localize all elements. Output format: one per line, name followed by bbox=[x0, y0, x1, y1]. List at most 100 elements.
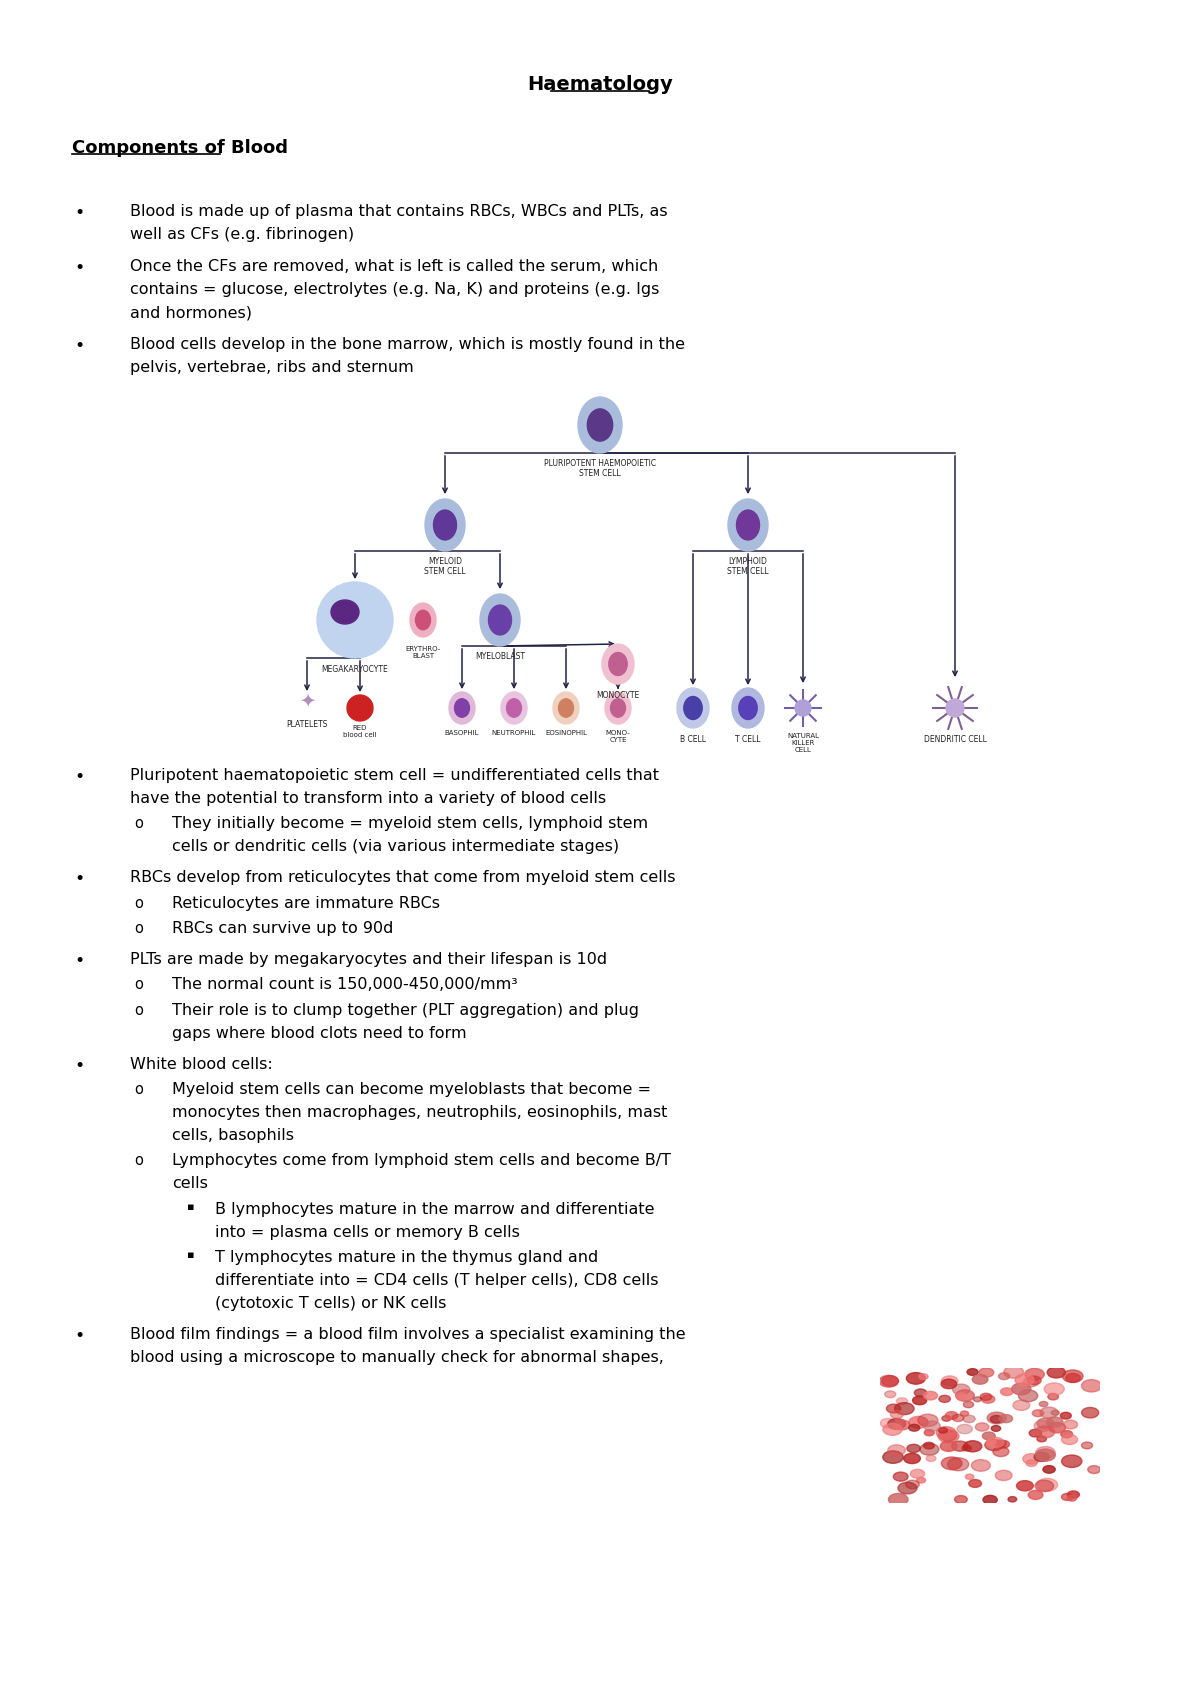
Ellipse shape bbox=[677, 688, 709, 728]
Circle shape bbox=[960, 1411, 968, 1416]
Circle shape bbox=[880, 1418, 895, 1428]
Text: Lymphocytes come from lymphoid stem cells and become B/T: Lymphocytes come from lymphoid stem cell… bbox=[172, 1153, 671, 1168]
Text: B lymphocytes mature in the marrow and differentiate: B lymphocytes mature in the marrow and d… bbox=[215, 1202, 654, 1216]
Text: ▪: ▪ bbox=[187, 1250, 194, 1260]
Circle shape bbox=[990, 1416, 1002, 1423]
Text: EOSINOPHIL: EOSINOPHIL bbox=[545, 730, 587, 735]
Circle shape bbox=[882, 1375, 899, 1386]
Text: •: • bbox=[74, 1326, 84, 1345]
Circle shape bbox=[968, 1479, 982, 1487]
Text: blood using a microscope to manually check for abnormal shapes,: blood using a microscope to manually che… bbox=[130, 1350, 664, 1365]
Circle shape bbox=[948, 1459, 968, 1470]
Ellipse shape bbox=[611, 700, 625, 717]
Circle shape bbox=[942, 1416, 952, 1421]
Circle shape bbox=[938, 1428, 948, 1433]
Circle shape bbox=[1039, 1401, 1048, 1406]
Text: monocytes then macrophages, neutrophils, eosinophils, mast: monocytes then macrophages, neutrophils,… bbox=[172, 1105, 667, 1121]
Circle shape bbox=[973, 1397, 982, 1403]
Circle shape bbox=[940, 1442, 958, 1452]
Circle shape bbox=[1032, 1409, 1044, 1416]
Circle shape bbox=[347, 694, 373, 722]
Circle shape bbox=[898, 1482, 917, 1494]
Circle shape bbox=[906, 1481, 919, 1489]
Circle shape bbox=[995, 1440, 1007, 1447]
Circle shape bbox=[896, 1397, 907, 1404]
Circle shape bbox=[908, 1416, 928, 1428]
Circle shape bbox=[1008, 1496, 1016, 1503]
Circle shape bbox=[936, 1426, 956, 1438]
Ellipse shape bbox=[480, 594, 520, 645]
Circle shape bbox=[912, 1396, 926, 1404]
Circle shape bbox=[888, 1494, 908, 1506]
Ellipse shape bbox=[608, 652, 628, 676]
Text: Myeloid stem cells can become myeloblasts that become =: Myeloid stem cells can become myeloblast… bbox=[172, 1082, 650, 1097]
Circle shape bbox=[998, 1372, 1009, 1379]
Circle shape bbox=[317, 582, 394, 659]
Text: MYELOBLAST: MYELOBLAST bbox=[475, 652, 526, 661]
Text: •: • bbox=[74, 767, 84, 786]
Text: pelvis, vertebrae, ribs and sternum: pelvis, vertebrae, ribs and sternum bbox=[130, 360, 414, 375]
Circle shape bbox=[919, 1443, 938, 1455]
Text: NEUTROPHIL: NEUTROPHIL bbox=[492, 730, 536, 735]
Circle shape bbox=[1046, 1416, 1063, 1426]
Text: ERYTHRO-
BLAST: ERYTHRO- BLAST bbox=[406, 645, 440, 659]
Ellipse shape bbox=[410, 603, 436, 637]
Circle shape bbox=[988, 1413, 1007, 1425]
Circle shape bbox=[992, 1447, 1009, 1457]
Text: PLURIPOTENT HAEMOPOIETIC
STEM CELL: PLURIPOTENT HAEMOPOIETIC STEM CELL bbox=[544, 458, 656, 479]
Circle shape bbox=[938, 1396, 950, 1403]
Text: well as CFs (e.g. fibrinogen): well as CFs (e.g. fibrinogen) bbox=[130, 228, 354, 241]
Circle shape bbox=[883, 1423, 902, 1435]
Text: (cytotoxic T cells) or NK cells: (cytotoxic T cells) or NK cells bbox=[215, 1296, 446, 1311]
Circle shape bbox=[888, 1445, 905, 1455]
Circle shape bbox=[894, 1403, 914, 1414]
Text: NATURAL
KILLER
CELL: NATURAL KILLER CELL bbox=[787, 734, 818, 752]
Circle shape bbox=[982, 1396, 995, 1403]
Circle shape bbox=[962, 1445, 971, 1450]
Text: Reticulocytes are immature RBCs: Reticulocytes are immature RBCs bbox=[172, 895, 440, 910]
Circle shape bbox=[979, 1369, 994, 1377]
Circle shape bbox=[983, 1431, 995, 1440]
Text: B CELL: B CELL bbox=[680, 735, 706, 744]
Circle shape bbox=[1019, 1389, 1038, 1401]
Ellipse shape bbox=[455, 700, 469, 717]
Text: T lymphocytes mature in the thymus gland and: T lymphocytes mature in the thymus gland… bbox=[215, 1250, 599, 1265]
Text: MYELOID
STEM CELL: MYELOID STEM CELL bbox=[424, 557, 466, 576]
Circle shape bbox=[926, 1455, 936, 1462]
Circle shape bbox=[1012, 1384, 1031, 1394]
Circle shape bbox=[911, 1469, 925, 1479]
Circle shape bbox=[940, 1430, 956, 1442]
Text: gaps where blood clots need to form: gaps where blood clots need to form bbox=[172, 1026, 467, 1041]
Text: MONOCYTE: MONOCYTE bbox=[596, 691, 640, 700]
Ellipse shape bbox=[558, 700, 574, 717]
Text: RBCs can survive up to 90d: RBCs can survive up to 90d bbox=[172, 920, 394, 936]
Circle shape bbox=[1081, 1442, 1092, 1448]
Text: •: • bbox=[74, 871, 84, 888]
Text: •: • bbox=[74, 338, 84, 355]
Ellipse shape bbox=[732, 688, 764, 728]
Circle shape bbox=[908, 1425, 919, 1431]
Ellipse shape bbox=[684, 696, 702, 720]
Circle shape bbox=[958, 1425, 972, 1433]
Circle shape bbox=[1036, 1448, 1055, 1462]
Circle shape bbox=[946, 1411, 958, 1420]
Circle shape bbox=[1000, 1414, 1013, 1423]
Text: have the potential to transform into a variety of blood cells: have the potential to transform into a v… bbox=[130, 791, 606, 807]
Circle shape bbox=[1028, 1491, 1043, 1499]
Text: Blood film findings = a blood film involves a specialist examining the: Blood film findings = a blood film invol… bbox=[130, 1326, 685, 1341]
Text: RBCs develop from reticulocytes that come from myeloid stem cells: RBCs develop from reticulocytes that com… bbox=[130, 871, 676, 885]
Text: MEGAKARYOCYTE: MEGAKARYOCYTE bbox=[322, 666, 389, 674]
Text: o: o bbox=[134, 1002, 143, 1017]
Ellipse shape bbox=[605, 693, 631, 723]
Circle shape bbox=[953, 1384, 970, 1394]
Text: Blood cells develop in the bone marrow, which is mostly found in the: Blood cells develop in the bone marrow, … bbox=[130, 338, 685, 351]
Circle shape bbox=[1003, 1367, 1024, 1379]
Circle shape bbox=[1036, 1447, 1055, 1459]
Circle shape bbox=[972, 1375, 988, 1384]
Ellipse shape bbox=[553, 693, 580, 723]
Text: •: • bbox=[74, 1056, 84, 1075]
Ellipse shape bbox=[502, 693, 527, 723]
Ellipse shape bbox=[578, 397, 622, 453]
Text: •: • bbox=[74, 204, 84, 222]
Text: The normal count is 150,000-450,000/mm³: The normal count is 150,000-450,000/mm³ bbox=[172, 978, 517, 992]
